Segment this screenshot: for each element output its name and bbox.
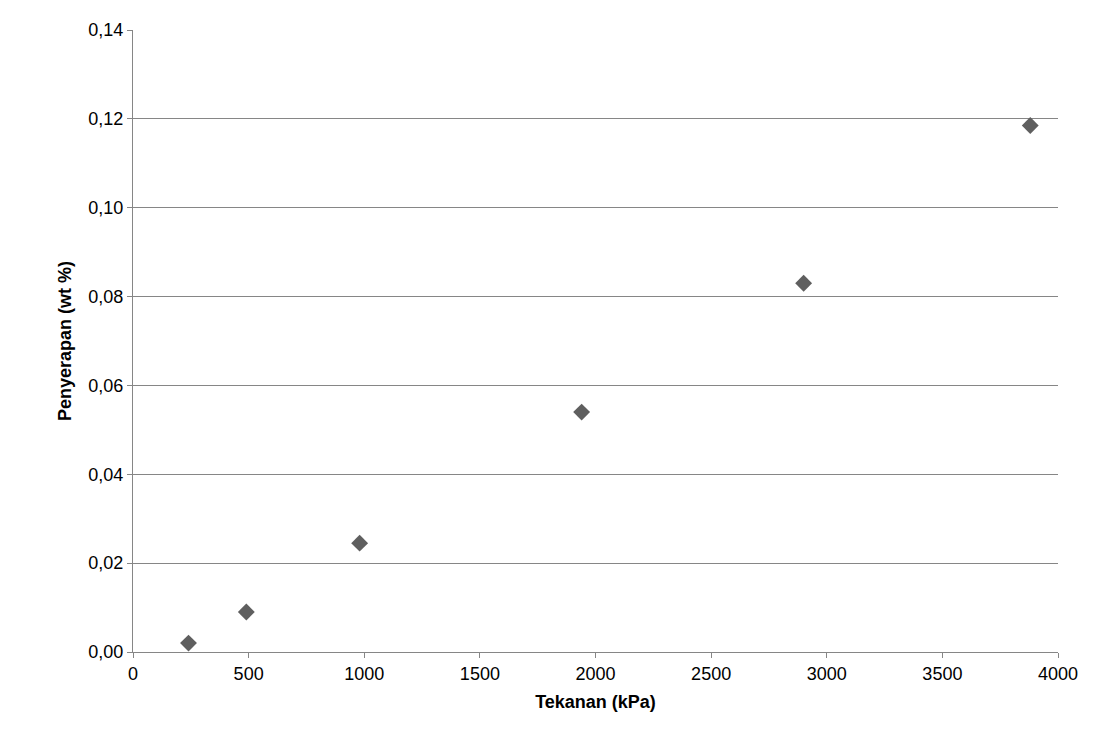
svg-text:2000: 2000	[575, 664, 615, 684]
svg-text:1000: 1000	[344, 664, 384, 684]
svg-text:0,06: 0,06	[88, 376, 123, 396]
svg-text:0: 0	[128, 664, 138, 684]
svg-text:4000: 4000	[1038, 664, 1078, 684]
svg-text:Tekanan (kPa): Tekanan (kPa)	[535, 692, 656, 712]
svg-text:Penyerapan (wt %): Penyerapan (wt %)	[55, 261, 75, 421]
svg-text:0,08: 0,08	[88, 287, 123, 307]
svg-text:2500: 2500	[691, 664, 731, 684]
svg-text:500: 500	[234, 664, 264, 684]
svg-text:1500: 1500	[460, 664, 500, 684]
svg-text:0,04: 0,04	[88, 465, 123, 485]
svg-text:3500: 3500	[922, 664, 962, 684]
svg-text:0,10: 0,10	[88, 198, 123, 218]
svg-text:0,00: 0,00	[88, 642, 123, 662]
svg-text:0,12: 0,12	[88, 109, 123, 129]
svg-text:0,14: 0,14	[88, 20, 123, 40]
svg-text:0,02: 0,02	[88, 553, 123, 573]
svg-text:3000: 3000	[807, 664, 847, 684]
